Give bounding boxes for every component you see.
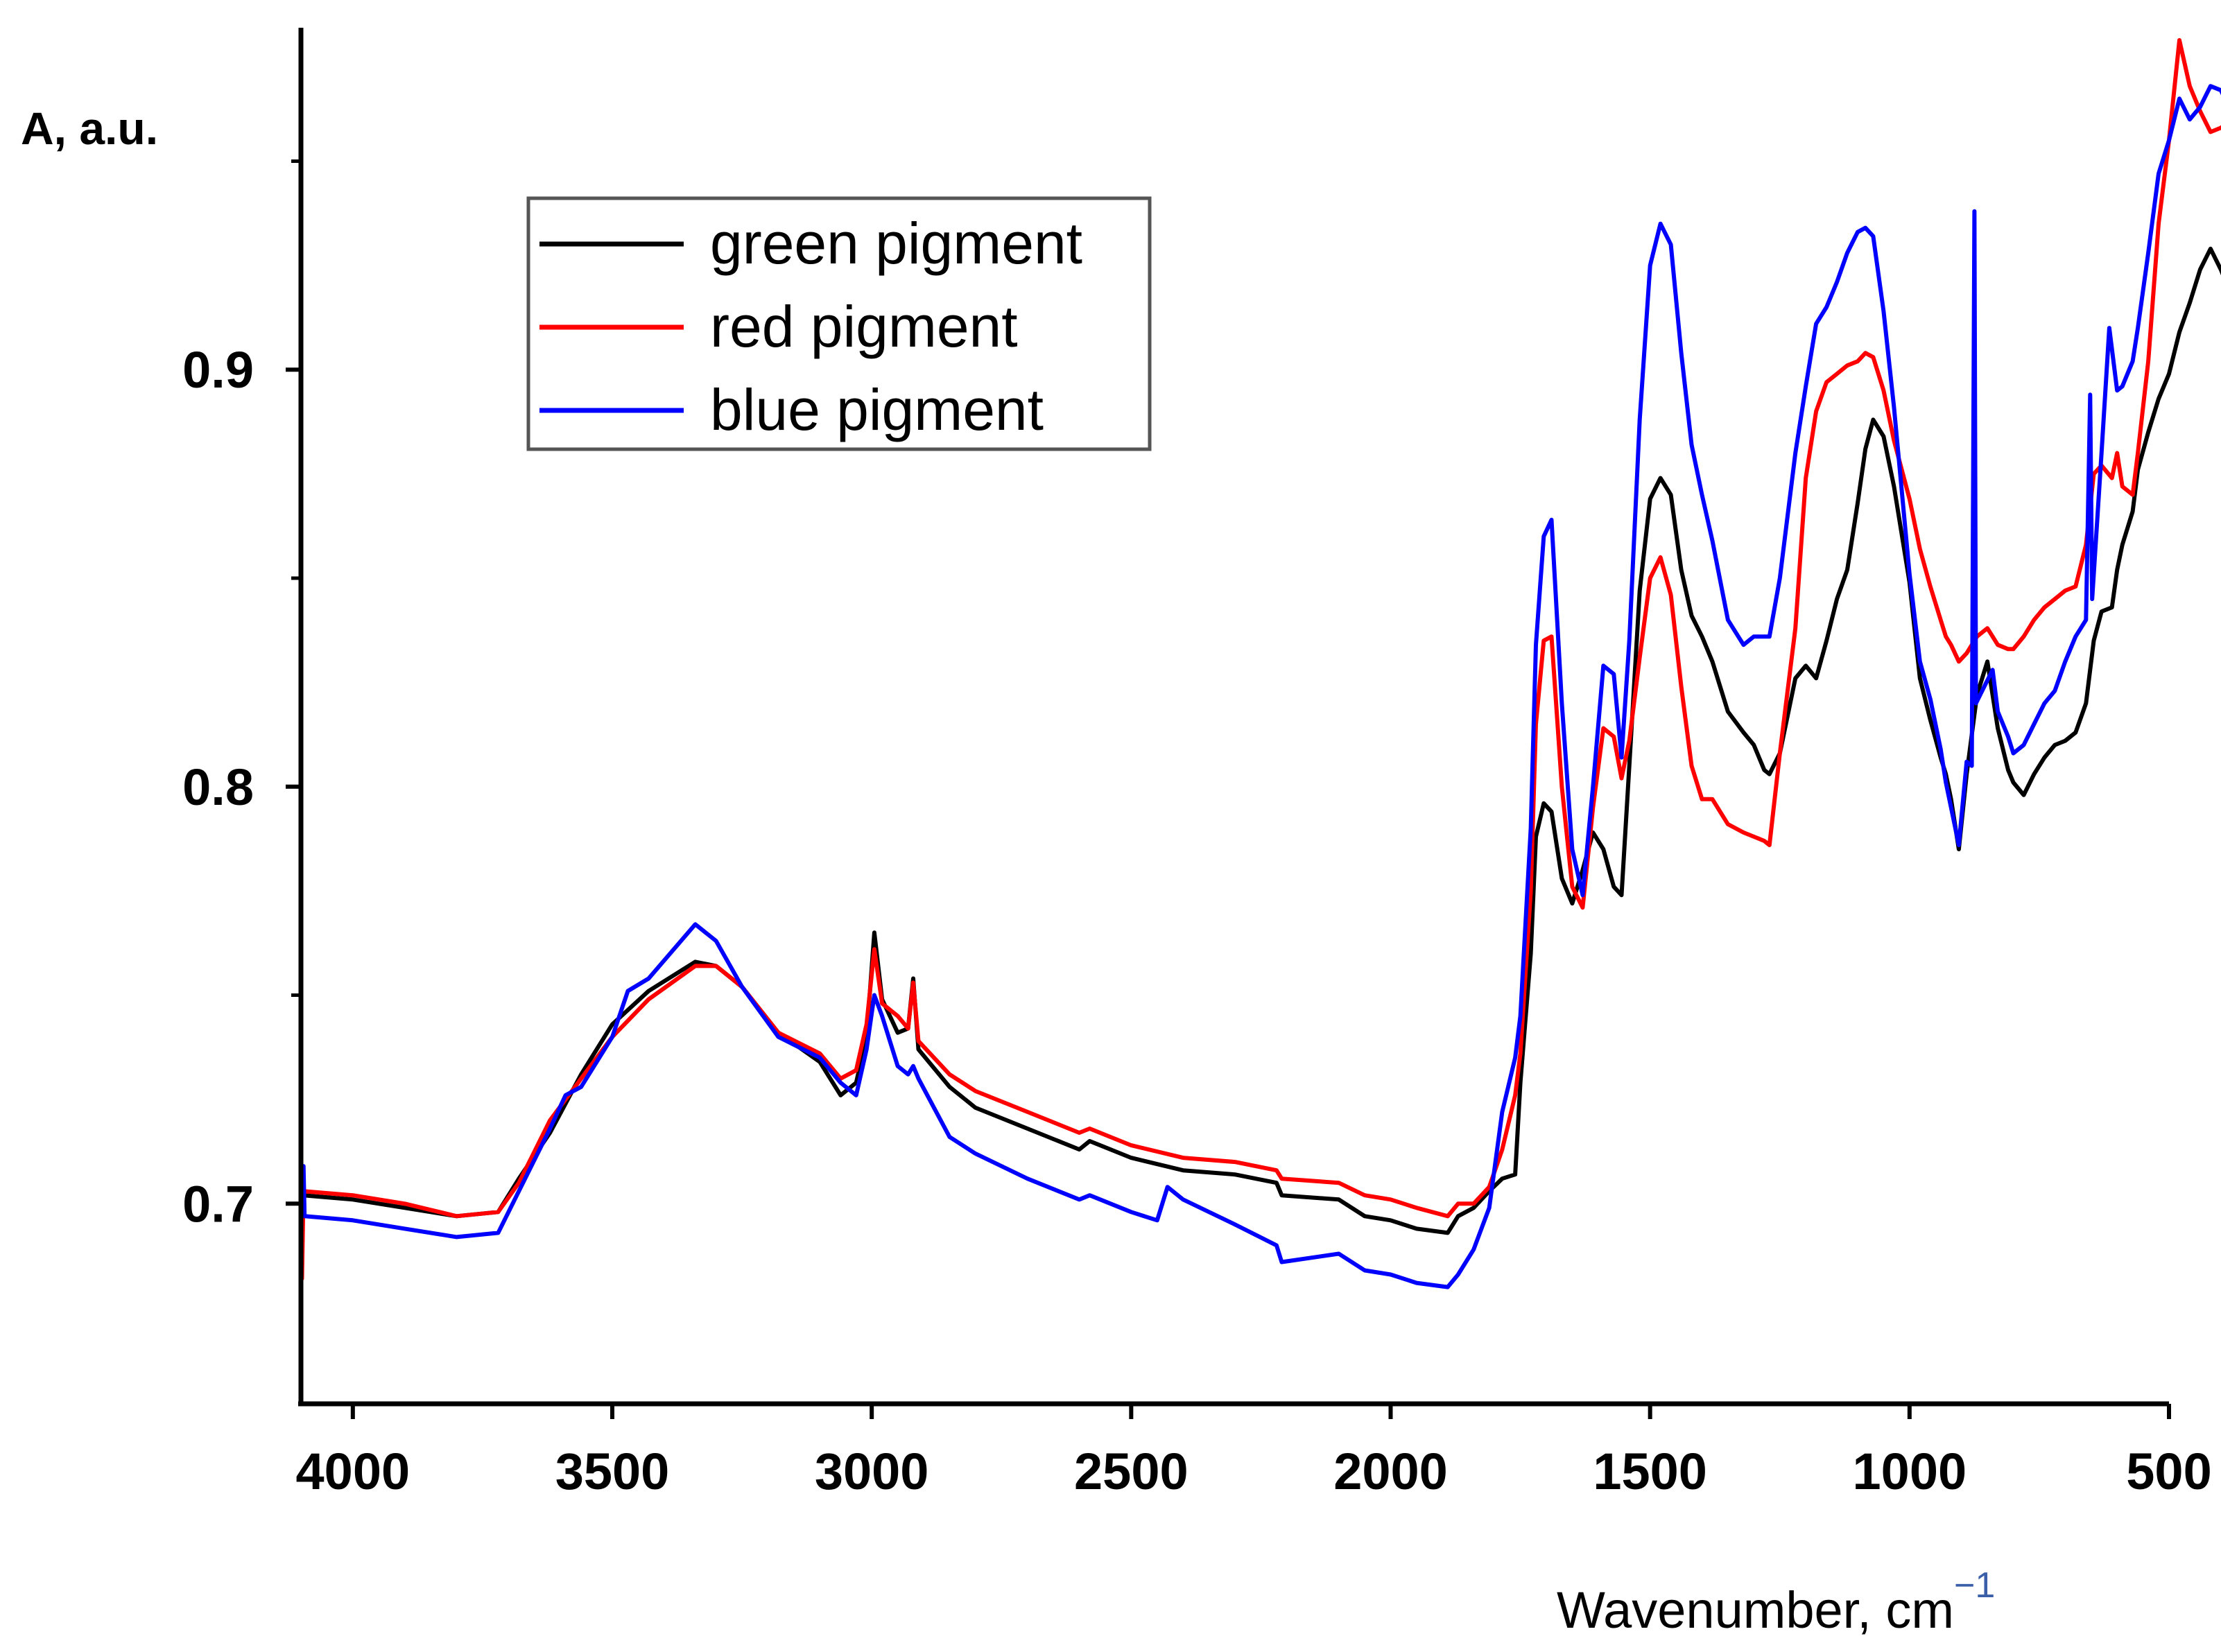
x-tick-label: 1500	[1593, 1443, 1707, 1500]
x-axis-title-text: Wavenumber, cm	[1557, 1581, 1954, 1639]
series-line-red-pigment	[300, 38, 2221, 1281]
x-tick-label: 500	[2126, 1443, 2211, 1500]
legend-label: green pigment	[710, 211, 1082, 276]
legend-label: blue pigment	[710, 377, 1044, 442]
series-line-green-pigment	[301, 246, 2221, 1235]
x-axis-title: Wavenumber, cm−1	[1557, 1565, 1995, 1639]
y-tick-label: 0.7	[182, 1175, 254, 1233]
legend: green pigment red pigment blue pigment	[526, 196, 1152, 451]
x-tick-label: 2000	[1333, 1443, 1448, 1500]
y-tick-label: 0.9	[182, 341, 254, 399]
series-layer	[300, 38, 2221, 1289]
ticks-layer: 4000 3500 3000 2500 2000 1500 1000 500 0.7 0.8 0.9	[182, 159, 2212, 1500]
x-tick-label: 2500	[1074, 1443, 1189, 1500]
legend-box	[526, 196, 1152, 451]
axes-layer	[298, 28, 2169, 1407]
y-tick-label: 0.8	[182, 758, 254, 816]
x-tick-label: 1000	[1853, 1443, 1967, 1500]
x-tick-label: 4000	[296, 1443, 411, 1500]
x-tick-label: 3000	[815, 1443, 929, 1500]
x-tick-label: 3500	[555, 1443, 670, 1500]
y-axis-title: A, a.u.	[21, 103, 158, 154]
series-line-blue-pigment	[301, 84, 2221, 1289]
legend-label: red pigment	[710, 294, 1018, 359]
x-axis-title-superscript: −1	[1954, 1565, 1995, 1606]
